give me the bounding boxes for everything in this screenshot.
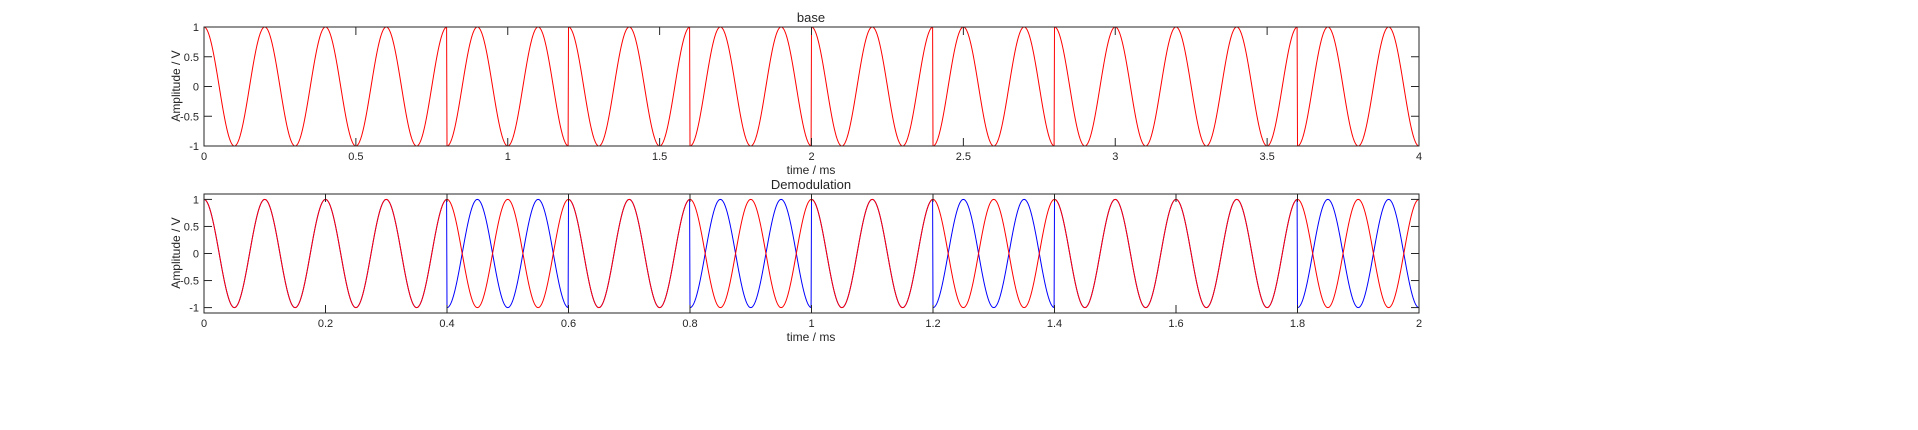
axes-demodulation: 0 0.2 0.4 0.6 0.8 1 1.2 1.4 1.6 1.8 2 -1 -0.5 0 0.5 1 D…	[169, 177, 1422, 344]
x-tick-label-base: 3.5	[1259, 151, 1274, 163]
y-tick-label-base: -0.5	[180, 111, 199, 123]
x-tick-label-demodulation: 0.2	[318, 318, 333, 330]
x-axis-label-demodulation: time / ms	[787, 330, 836, 344]
y-tick-label-demodulation: -1	[189, 303, 199, 315]
y-tick-label-base: 0	[193, 82, 199, 94]
x-tick-label-demodulation: 1	[808, 318, 814, 330]
series-group-base	[204, 27, 1419, 146]
axes-box-demodulation	[203, 193, 1420, 314]
x-tick-label-base: 0.5	[348, 151, 363, 163]
x-tick-label-demodulation: 1.8	[1290, 318, 1305, 330]
y-tick-label-demodulation: 1	[193, 194, 199, 206]
x-tick-label-demodulation: 1.2	[925, 318, 940, 330]
x-tick-label-base: 3	[1112, 151, 1118, 163]
y-axis-label-base: Amplitude / V	[169, 50, 183, 121]
x-tick-label-demodulation: 1.4	[1047, 318, 1062, 330]
x-tick-label-demodulation: 0.4	[439, 318, 454, 330]
x-tick-label-base: 2	[808, 151, 814, 163]
y-tick-label-demodulation: -0.5	[180, 276, 199, 288]
y-tick-label-demodulation: 0.5	[184, 221, 199, 233]
series-line-base-1	[204, 27, 1419, 146]
x-tick-label-base: 2.5	[956, 151, 971, 163]
axes-base: 0 0.5 1 1.5 2 2.5 3 3.5 4 -1 -0.5 0 0.5 1 base time /…	[169, 10, 1422, 177]
y-tick-label-base: 0.5	[184, 52, 199, 64]
chart-title-demodulation: Demodulation	[771, 177, 851, 192]
y-axis-label-demodulation: Amplitude / V	[169, 217, 183, 288]
y-tick-label-base: -1	[189, 141, 199, 153]
x-tick-label-base: 1	[505, 151, 511, 163]
x-tick-label-base: 1.5	[652, 151, 667, 163]
x-tick-label-demodulation: 0.6	[561, 318, 576, 330]
y-tick-label-base: 1	[193, 22, 199, 34]
x-tick-label-demodulation: 0	[201, 318, 207, 330]
x-axis-label-base: time / ms	[787, 163, 836, 177]
x-tick-label-base: 4	[1416, 151, 1422, 163]
ticks-group-demodulation: 0 0.2 0.4 0.6 0.8 1 1.2 1.4 1.6 1.8 2 -1 -0.5 0 0.5 1	[180, 194, 1422, 330]
x-tick-label-demodulation: 2	[1416, 318, 1422, 330]
x-tick-label-demodulation: 0.8	[682, 318, 697, 330]
ticks-group-base: 0 0.5 1 1.5 2 2.5 3 3.5 4 -1 -0.5 0 0.5 1	[180, 22, 1422, 163]
axes-box-base	[203, 26, 1420, 147]
chart-title-base: base	[797, 10, 825, 25]
x-tick-label-demodulation: 1.6	[1168, 318, 1183, 330]
x-tick-label-base: 0	[201, 151, 207, 163]
y-tick-label-demodulation: 0	[193, 249, 199, 261]
